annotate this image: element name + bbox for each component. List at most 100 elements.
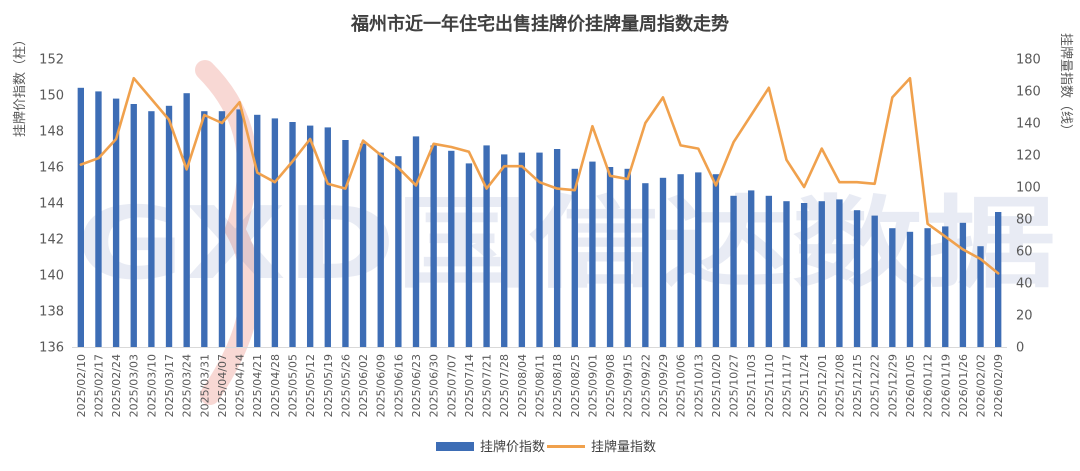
bar-price-index bbox=[183, 93, 190, 347]
point-volume-index bbox=[379, 154, 382, 157]
bar-price-index bbox=[871, 215, 878, 347]
bar-price-index bbox=[783, 201, 790, 347]
x-tick-label: 2025/03/10 bbox=[145, 354, 158, 417]
bar-price-index bbox=[959, 222, 967, 347]
bar-price-index bbox=[359, 143, 367, 347]
y-left-tick-label: 136 bbox=[39, 341, 64, 356]
bar-price-index bbox=[465, 163, 473, 347]
point-volume-index bbox=[644, 122, 647, 125]
y-left-tick-label: 144 bbox=[39, 197, 64, 212]
x-tick-label: 2025/08/25 bbox=[569, 354, 582, 417]
bar-price-index bbox=[483, 145, 490, 347]
point-volume-index bbox=[785, 158, 788, 161]
legend-bar-swatch bbox=[436, 442, 474, 451]
bar-price-index bbox=[377, 152, 384, 347]
x-tick-label: 2025/12/08 bbox=[833, 354, 846, 417]
point-volume-index bbox=[238, 101, 241, 104]
point-volume-index bbox=[432, 142, 435, 145]
point-volume-index bbox=[591, 125, 594, 128]
x-tick-label: 2025/04/07 bbox=[216, 354, 229, 417]
point-volume-index bbox=[979, 258, 982, 261]
x-tick-label: 2025/02/17 bbox=[92, 354, 105, 417]
bar-price-index bbox=[606, 167, 614, 347]
x-tick-label: 2025/02/10 bbox=[75, 354, 88, 417]
point-volume-index bbox=[732, 141, 735, 144]
bar-price-index bbox=[800, 203, 808, 347]
y-right-tick-label: 20 bbox=[1016, 309, 1033, 324]
bar-price-index bbox=[659, 177, 667, 347]
x-tick-label: 2025/03/24 bbox=[181, 354, 194, 417]
y-right-tick-label: 120 bbox=[1016, 149, 1041, 164]
bar-price-index bbox=[236, 109, 243, 348]
bar-price-index bbox=[571, 168, 578, 347]
x-tick-label: 2025/05/05 bbox=[287, 354, 300, 417]
point-volume-index bbox=[609, 174, 612, 177]
point-volume-index bbox=[450, 146, 453, 149]
point-volume-index bbox=[626, 178, 629, 181]
x-tick-label: 2025/12/01 bbox=[816, 354, 829, 417]
bar-price-index bbox=[889, 228, 896, 347]
bar-price-index bbox=[271, 118, 279, 348]
bar-price-index bbox=[765, 195, 773, 347]
x-tick-label: 2025/12/29 bbox=[886, 354, 899, 417]
point-volume-index bbox=[838, 181, 841, 184]
x-tick-label: 2025/06/02 bbox=[357, 354, 370, 417]
point-volume-index bbox=[168, 118, 171, 121]
x-tick-label: 2025/06/30 bbox=[428, 354, 441, 417]
x-tick-label: 2025/09/08 bbox=[604, 354, 617, 417]
bar-price-index bbox=[77, 87, 84, 348]
x-tick-label: 2025/07/28 bbox=[498, 354, 511, 417]
plot-area: 136 138 140 142 144 146 148 150 152 0 20 40 60 80 100 1… bbox=[39, 53, 1041, 418]
point-volume-index bbox=[203, 114, 206, 117]
point-volume-index bbox=[79, 163, 82, 166]
x-tick-label: 2025/09/29 bbox=[657, 354, 670, 417]
x-tick-label: 2025/09/15 bbox=[622, 354, 635, 417]
x-tick-label: 2025/04/14 bbox=[234, 354, 247, 417]
bar-price-index bbox=[430, 145, 437, 347]
bar-price-index bbox=[95, 91, 102, 348]
point-volume-index bbox=[344, 187, 347, 190]
y-left-tick-label: 138 bbox=[39, 305, 64, 320]
x-tick-label: 2025/03/03 bbox=[128, 354, 141, 417]
point-volume-index bbox=[997, 272, 1000, 275]
bar-price-index bbox=[853, 210, 861, 347]
y-right-tick-label: 140 bbox=[1016, 117, 1041, 132]
bar-price-index bbox=[818, 201, 825, 347]
x-tick-label: 2025/06/23 bbox=[410, 354, 423, 417]
x-tick-label: 2025/02/24 bbox=[110, 354, 123, 417]
point-volume-index bbox=[221, 122, 224, 125]
y-right-tick-label: 160 bbox=[1016, 85, 1041, 100]
bar-price-index bbox=[995, 212, 1002, 347]
bar-price-index bbox=[748, 190, 755, 347]
point-volume-index bbox=[909, 77, 912, 80]
bar-price-index bbox=[906, 231, 914, 347]
x-tick-label: 2026/02/09 bbox=[992, 354, 1005, 417]
x-tick-label: 2025/06/09 bbox=[375, 354, 388, 417]
x-tick-label: 2025/10/27 bbox=[728, 354, 741, 417]
point-volume-index bbox=[256, 171, 259, 174]
y-right-tick-label: 40 bbox=[1016, 277, 1033, 292]
x-tick-label: 2025/10/13 bbox=[692, 354, 705, 417]
x-tick-label: 2025/12/22 bbox=[869, 354, 882, 417]
bar-price-index bbox=[218, 111, 226, 347]
bar-price-index bbox=[501, 154, 508, 347]
x-tick-label: 2025/08/11 bbox=[534, 354, 547, 417]
x-tick-label: 2025/09/22 bbox=[639, 354, 652, 417]
legend-label-volume-index: 挂牌量指数 bbox=[591, 439, 656, 455]
bar-price-index bbox=[148, 111, 155, 347]
y-left-tick-label: 146 bbox=[39, 161, 64, 176]
x-tick-label: 2025/11/10 bbox=[763, 354, 776, 417]
point-volume-index bbox=[538, 181, 541, 184]
point-volume-index bbox=[961, 248, 964, 251]
point-volume-index bbox=[891, 96, 894, 99]
y-left-tick-label: 148 bbox=[39, 125, 64, 140]
bar-price-index bbox=[924, 228, 931, 347]
point-volume-index bbox=[803, 186, 806, 189]
x-tick-label: 2025/07/21 bbox=[481, 354, 494, 417]
x-tick-label: 2025/12/15 bbox=[851, 354, 864, 417]
x-tick-label: 2025/11/24 bbox=[798, 354, 811, 417]
bar-price-index bbox=[712, 174, 720, 347]
point-volume-index bbox=[326, 182, 329, 185]
bar-price-index bbox=[201, 111, 208, 347]
